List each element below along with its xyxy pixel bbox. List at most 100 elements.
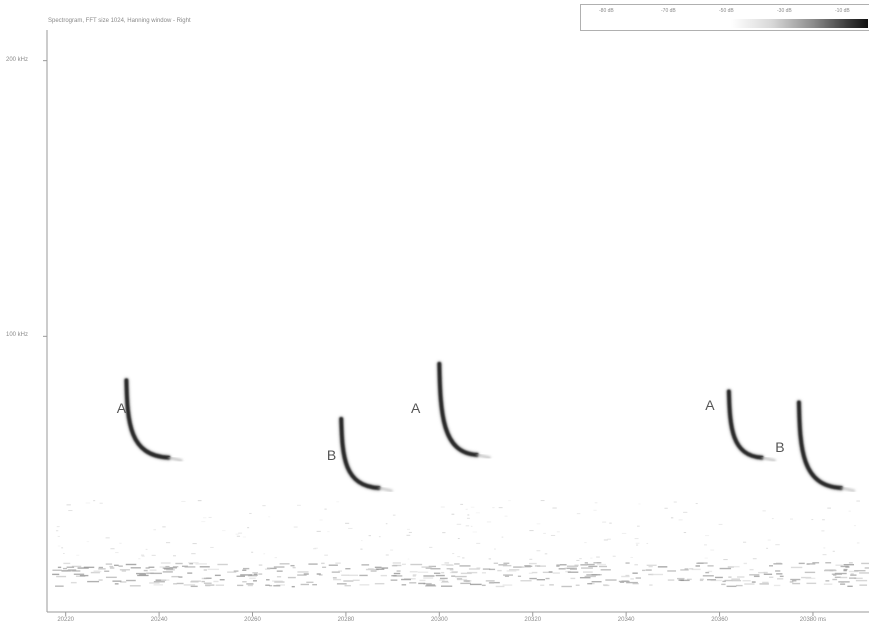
noise-speck [492,507,495,509]
noise-speck [806,582,817,585]
noise-speck [582,571,593,573]
noise-speck [213,580,219,583]
noise-speck [300,583,310,586]
noise-speck [57,545,61,547]
noise-speck [63,562,71,565]
noise-speck [621,575,630,578]
noise-speck [626,581,638,584]
noise-speck [279,563,290,565]
call-trace [124,378,171,460]
noise-speck [57,566,62,569]
noise-speck [208,516,212,518]
noise-speck [528,572,533,574]
noise-speck [705,535,710,537]
noise-speck [449,569,454,571]
noise-speck [68,510,73,512]
noise-speck [67,570,73,572]
call-halo [436,360,480,458]
noise-speck [790,566,803,569]
noise-speck [501,536,504,538]
noise-speck [840,583,846,585]
noise-speck [460,503,464,505]
noise-speck [333,578,342,581]
noise-speck [162,526,166,528]
noise-speck [390,579,398,581]
noise-speck [470,506,475,508]
noise-speck [504,575,510,578]
noise-speck [401,578,411,581]
noise-speck [328,564,338,566]
noise-speck [861,562,869,565]
noise-speck [580,564,588,566]
noise-speck [423,577,434,579]
noise-speck [620,581,625,583]
noise-speck [823,547,826,549]
noise-speck [481,572,486,574]
noise-speck [856,542,860,544]
noise-speck [412,575,416,577]
noise-speck [536,578,546,581]
noise-speck [249,577,256,580]
noise-speck [181,500,186,502]
noise-speck [502,564,512,567]
noise-speck [343,580,354,582]
noise-speck [129,585,141,587]
noise-speck [236,575,246,577]
noise-speck [831,573,842,575]
noise-speck [119,542,122,544]
noise-speck [348,574,359,577]
noise-speck [574,564,579,566]
noise-speck [316,573,321,575]
noise-speck [792,580,797,582]
noise-speck [440,585,453,587]
noise-speck [566,567,577,569]
noise-speck [56,526,60,528]
call-tail [476,453,491,459]
noise-speck [825,580,830,582]
noise-speck [105,563,113,565]
noise-speck [485,580,495,582]
noise-speck [268,516,271,518]
noise-speck [476,542,481,544]
noise-speck [630,556,633,558]
noise-speck [233,570,239,572]
noise-speck [645,569,652,571]
noise-speck [586,574,598,576]
call-annotation: A [705,397,715,414]
noise-speck [806,563,816,565]
noise-speck [348,527,353,529]
noise-speck [649,584,653,586]
noise-speck [509,569,520,571]
noise-speck [548,571,553,573]
noise-speck [581,567,593,569]
noise-speck [70,581,77,584]
noise-speck [316,530,321,532]
noise-speck [56,575,67,578]
noise-speck [272,580,283,582]
noise-speck [263,553,266,555]
noise-speck [367,567,374,570]
noise-speck [112,580,122,582]
noise-speck [258,564,263,566]
noise-speck [153,584,163,586]
call-tail [761,456,776,462]
noise-speck [486,521,492,523]
noise-speck [160,562,171,564]
noise-speck [374,566,382,569]
noise-speck [776,562,782,565]
noise-speck [173,583,178,585]
noise-speck [341,574,350,576]
noise-speck [822,554,827,556]
noise-speck [201,521,206,523]
noise-speck [441,571,445,574]
noise-speck [109,565,114,568]
noise-speck [544,553,548,555]
noise-speck [576,513,581,515]
noise-speck [521,566,531,568]
noise-speck [702,575,714,577]
noise-speck [529,577,537,580]
noise-speck [642,569,646,572]
noise-speck [439,579,445,581]
noise-speck [52,573,60,576]
noise-speck [145,548,148,550]
